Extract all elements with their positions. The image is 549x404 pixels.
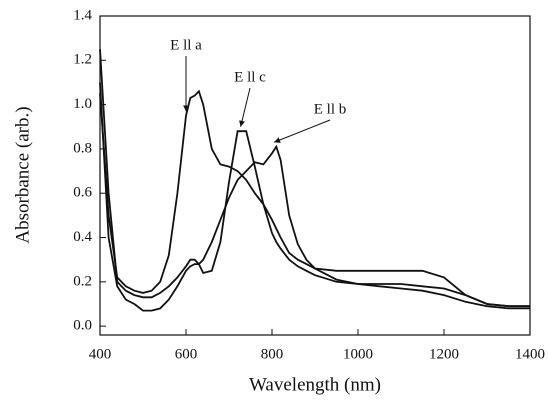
- y-tick-label: 0.8: [73, 140, 92, 156]
- spectrum-line: [99, 89, 530, 308]
- spectrum-line: [99, 82, 530, 312]
- y-tick-label: 0.2: [73, 273, 92, 289]
- x-tick-label: 400: [89, 346, 112, 362]
- curve-arrow: [239, 87, 251, 127]
- curve-label: E ll b: [314, 101, 347, 117]
- x-axis-title: Wavelength (nm): [249, 374, 381, 395]
- x-tick-label: 800: [261, 346, 284, 362]
- x-tick-label: 1400: [515, 346, 545, 362]
- curve-label: E ll a: [170, 37, 202, 53]
- y-tick-label: 0.0: [73, 318, 92, 334]
- x-tick-label: 1200: [429, 346, 459, 362]
- plot-frame: [99, 15, 531, 336]
- y-tick-label: 1.2: [73, 52, 92, 68]
- y-tick-label: 1.4: [73, 7, 92, 23]
- x-tick-label: 1000: [343, 346, 373, 362]
- curve-label: E ll c: [234, 69, 266, 85]
- x-tick-label: 600: [175, 346, 198, 362]
- spectrum-line: [99, 49, 530, 308]
- y-tick-label: 1.0: [73, 96, 92, 112]
- y-tick-label: 0.4: [73, 229, 92, 245]
- y-axis-title: Absorbance (arb.): [12, 106, 33, 243]
- y-tick-label: 0.6: [73, 185, 92, 201]
- curve-arrow: [273, 119, 331, 143]
